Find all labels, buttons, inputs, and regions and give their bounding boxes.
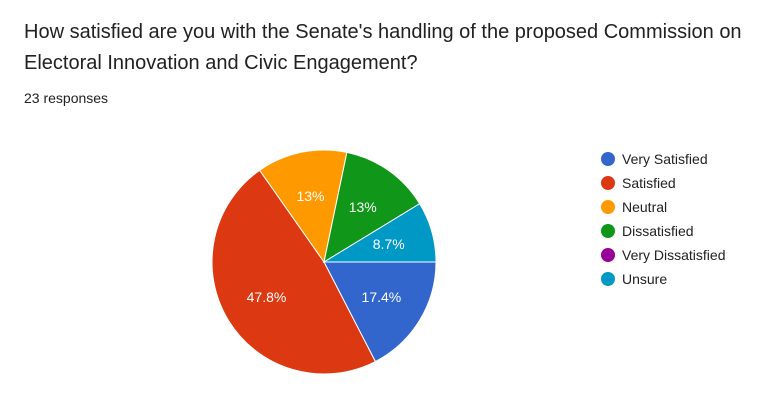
legend-item-neutral: Neutral [601,195,725,219]
legend-swatch-unsure [601,272,615,286]
pie-slices [211,149,437,375]
pie-slice-label-dissatisfied: 13% [349,199,377,215]
legend-swatch-very-dissatisfied [601,248,615,262]
pie-slice-label-satisfied: 47.8% [247,289,287,305]
legend-swatch-satisfied [601,176,615,190]
pie-slice-label-unsure: 8.7% [373,236,405,252]
legend-item-dissatisfied: Dissatisfied [601,219,725,243]
question-title: How satisfied are you with the Senate's … [24,21,742,74]
legend-label-unsure: Unsure [622,271,668,287]
response-count: 23 responses [24,90,109,106]
legend-item-satisfied: Satisfied [601,171,725,195]
pie-slice-dissatisfied[interactable] [323,151,421,264]
legend-swatch-neutral [601,200,615,214]
legend-label-satisfied: Satisfied [622,175,676,191]
legend-item-very-satisfied: Very Satisfied [601,147,725,171]
legend-label-very-satisfied: Very Satisfied [622,151,708,167]
pie-slice-very-satisfied[interactable] [323,261,437,363]
pie-slice-label-very-satisfied: 17.4% [362,289,402,305]
pie-slice-satisfied[interactable] [211,169,377,375]
legend-swatch-dissatisfied [601,224,615,238]
legend-label-very-dissatisfied: Very Dissatisfied [622,247,726,263]
legend-label-dissatisfied: Dissatisfied [622,223,694,239]
pie-slice-neutral[interactable] [258,149,348,264]
legend-label-neutral: Neutral [622,199,668,215]
legend-item-unsure: Unsure [601,267,725,291]
pie-slice-label-neutral: 13% [296,188,324,204]
legend-item-very-dissatisfied: Very Dissatisfied [601,243,725,267]
pie-slice-labels: 17.4% 47.8% 13% 13% 8.7% [247,188,405,305]
legend-swatch-very-satisfied [601,152,615,166]
pie-slice-unsure[interactable] [322,203,437,263]
chart-legend: Very Satisfied Satisfied Neutral Dissatisfi… [601,147,725,291]
